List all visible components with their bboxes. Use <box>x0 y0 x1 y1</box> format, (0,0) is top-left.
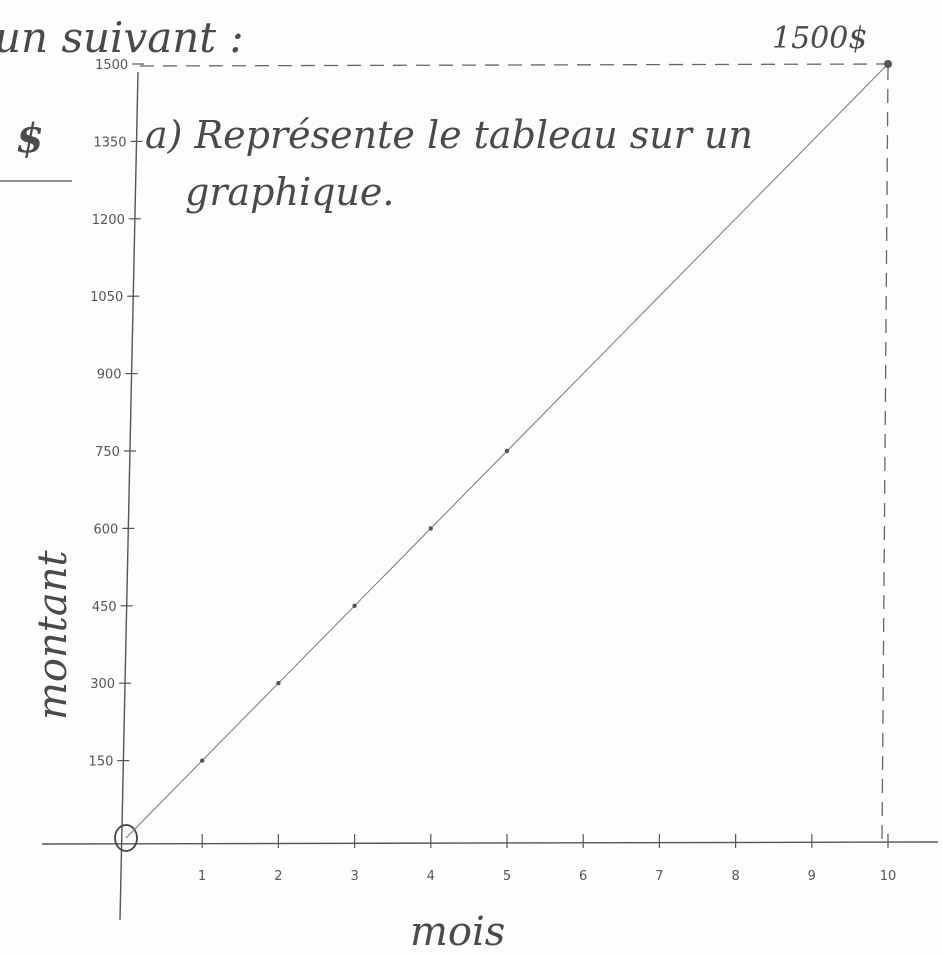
x-tick-label: 4 <box>427 869 435 884</box>
data-point <box>884 60 892 68</box>
x-tick-label: 9 <box>808 869 816 884</box>
y-tick-label: 450 <box>92 600 117 615</box>
y-tick-label: 900 <box>97 368 122 383</box>
header-top-left: un suivant : <box>0 13 244 62</box>
y-unit-symbol: $ <box>16 115 44 162</box>
origin-circle <box>114 824 138 852</box>
x-tick-label: 2 <box>274 869 282 884</box>
data-point <box>504 448 510 454</box>
y-tick-label: 1500 <box>95 58 128 73</box>
y-tick-label: 1350 <box>93 135 126 150</box>
x-tick-label: 8 <box>731 869 739 884</box>
x-tick-label: 7 <box>655 869 663 884</box>
x-axis-title: mois <box>410 909 505 951</box>
x-tick-label: 5 <box>503 869 511 884</box>
x-tick-label: 1 <box>198 869 206 884</box>
y-tick-label: 1200 <box>92 213 125 228</box>
y-tick-label: 150 <box>89 755 114 770</box>
instruction-line-1: a) Représente le tableau sur un <box>145 113 753 157</box>
x-tick-label: 10 <box>880 869 897 884</box>
x-tick-label: 3 <box>350 869 358 884</box>
data-point <box>200 758 205 763</box>
data-point <box>276 681 281 686</box>
y-axis-title: montant <box>30 550 76 720</box>
y-tick-label: 600 <box>93 522 118 537</box>
x-tick-label: 6 <box>579 869 587 884</box>
data-point <box>352 603 357 608</box>
y-tick-label: 300 <box>90 677 115 692</box>
instruction-line-2: graphique. <box>185 170 394 214</box>
x-axis <box>41 841 939 845</box>
data-point <box>428 526 433 531</box>
guide-vertical <box>881 65 889 841</box>
y-axis <box>119 71 139 921</box>
y-tick-label: 1050 <box>90 290 123 305</box>
y-tick-label: 750 <box>95 445 120 460</box>
endpoint-label: 1500$ <box>772 21 867 56</box>
guide-horizontal <box>139 63 889 67</box>
